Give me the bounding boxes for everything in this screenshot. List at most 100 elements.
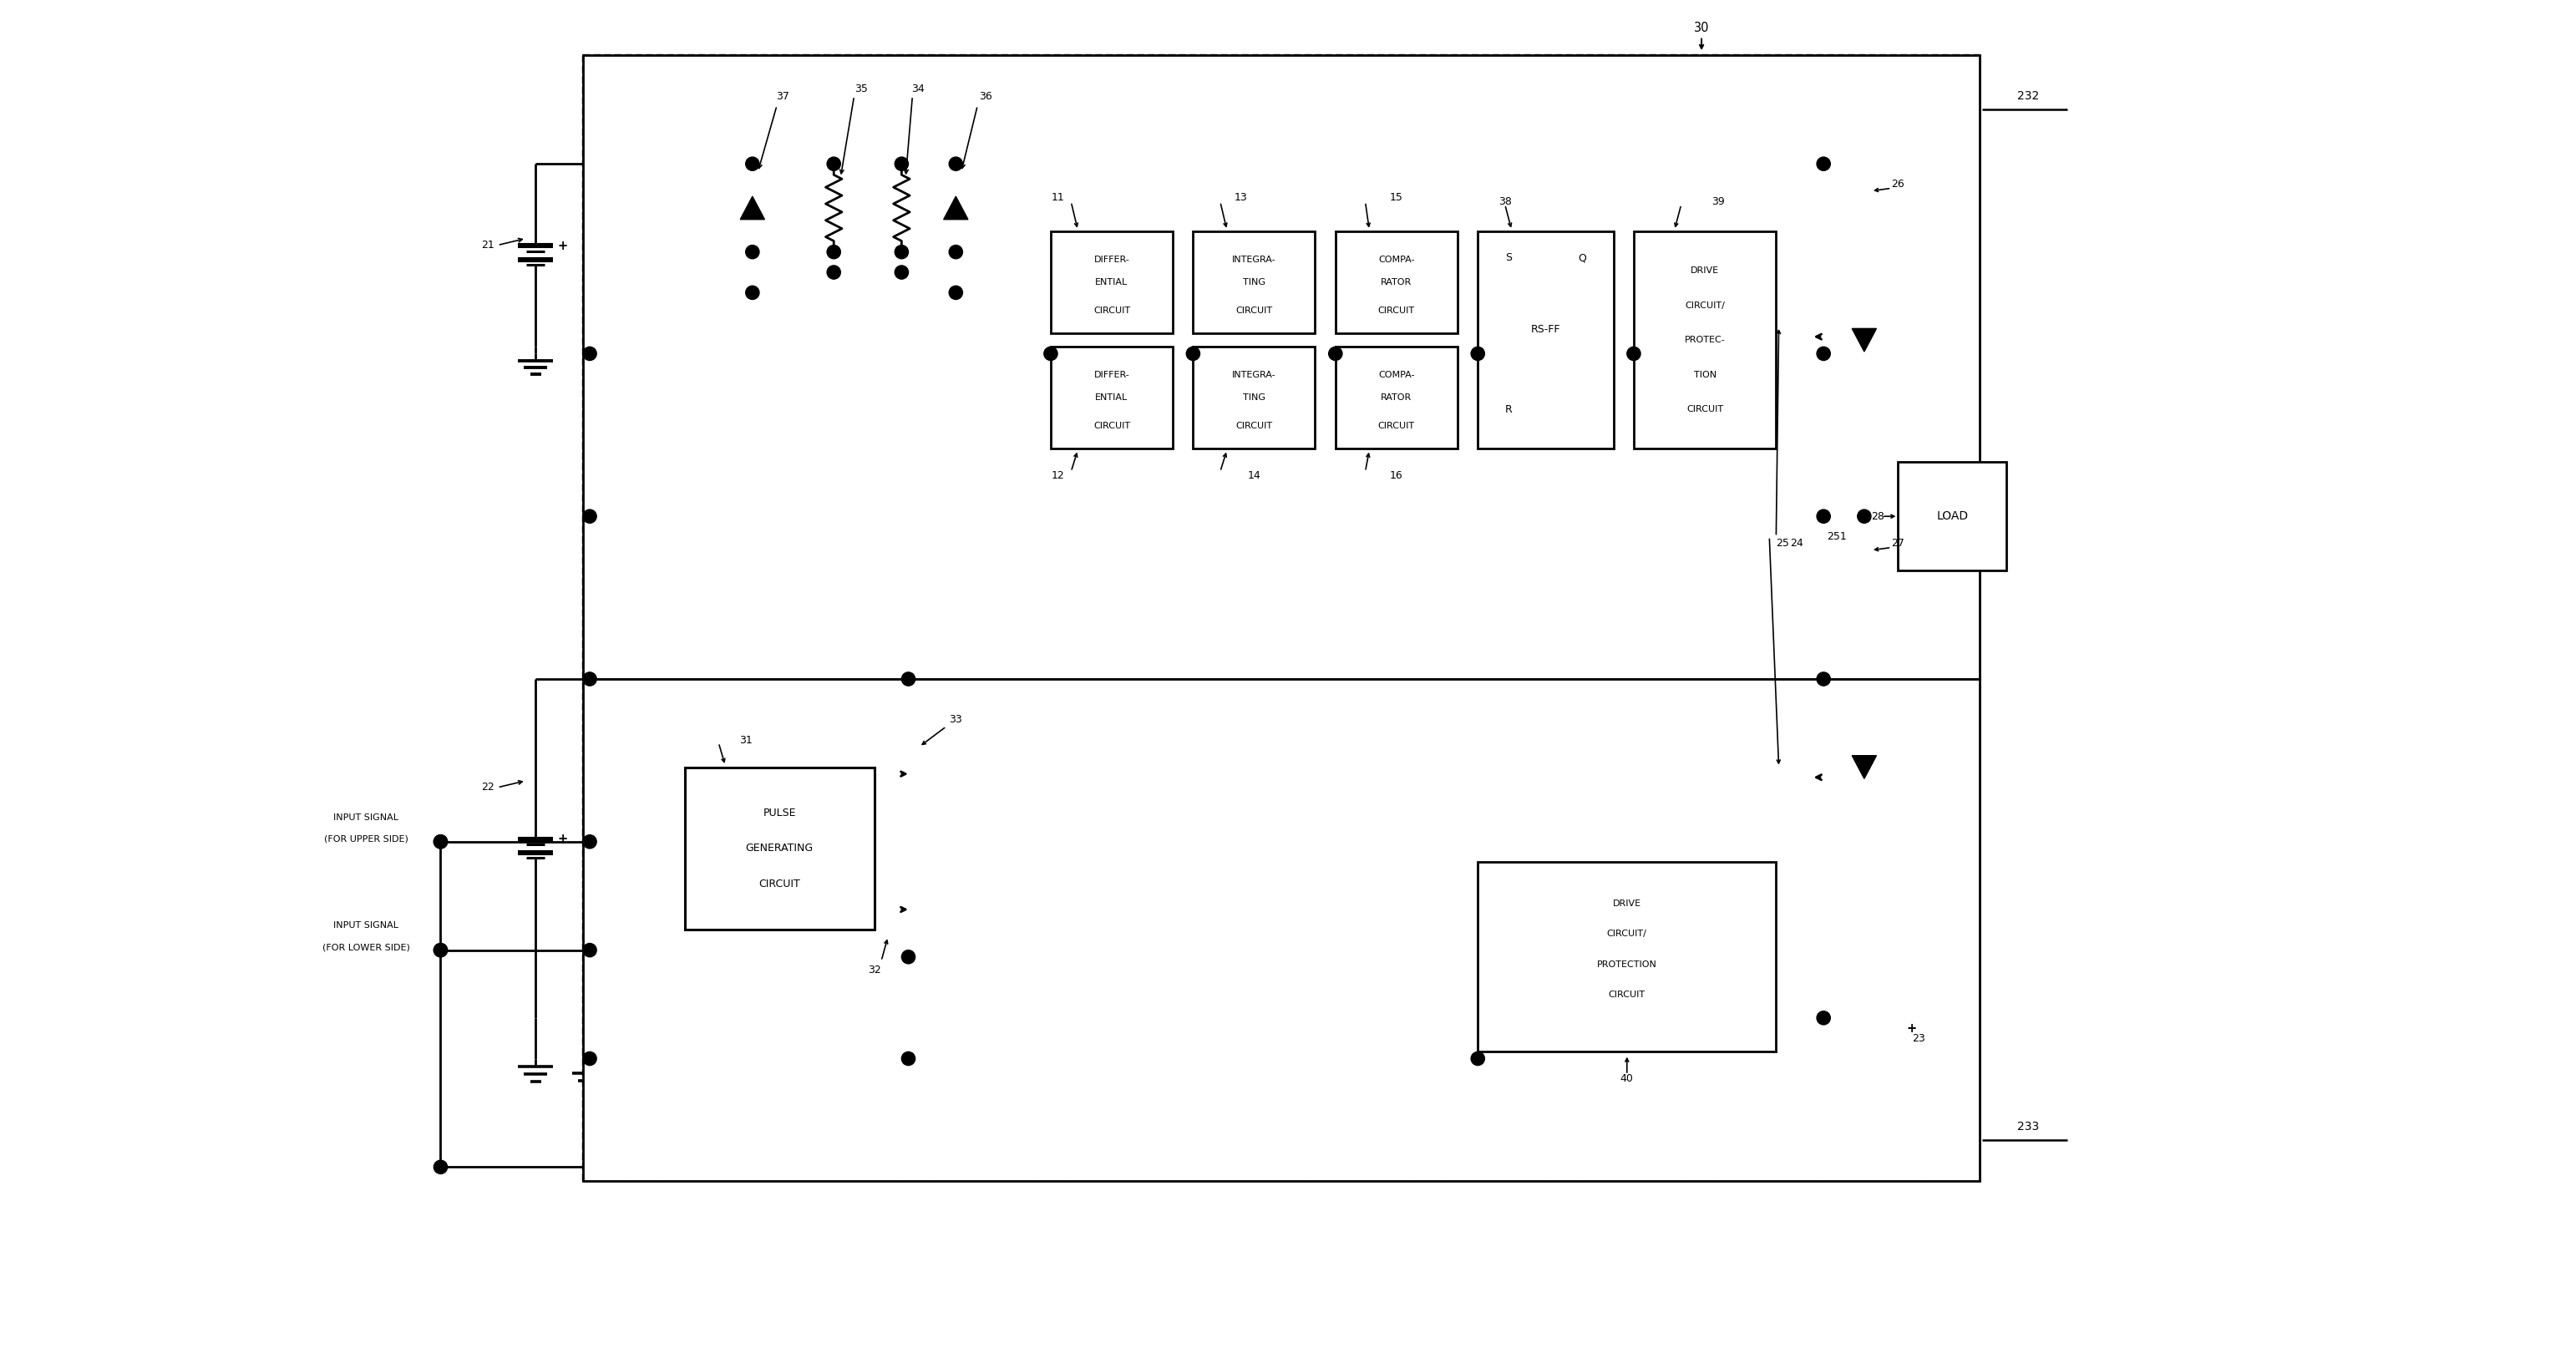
Text: COMPA-: COMPA- — [1378, 255, 1414, 265]
Text: DRIVE: DRIVE — [1613, 899, 1641, 909]
Text: TING: TING — [1242, 278, 1265, 287]
Text: 33: 33 — [948, 714, 963, 725]
Text: DRIVE: DRIVE — [1690, 266, 1718, 274]
Text: 38: 38 — [1499, 197, 1512, 208]
Text: 39: 39 — [1713, 197, 1726, 208]
Bar — [685, 767, 873, 930]
Text: Q: Q — [1579, 253, 1587, 263]
Text: 40: 40 — [1620, 1073, 1633, 1084]
Text: CIRCUIT/: CIRCUIT/ — [1607, 930, 1646, 938]
Text: S: S — [1504, 253, 1512, 263]
Circle shape — [1471, 1052, 1484, 1066]
Circle shape — [1816, 509, 1832, 523]
Circle shape — [744, 246, 760, 259]
Circle shape — [948, 158, 963, 171]
Text: CIRCUIT: CIRCUIT — [1092, 422, 1131, 430]
Text: 32: 32 — [868, 966, 881, 976]
Circle shape — [902, 1052, 914, 1066]
Circle shape — [433, 1160, 448, 1173]
Polygon shape — [1852, 755, 1875, 778]
Circle shape — [582, 1052, 598, 1066]
Text: DIFFER-: DIFFER- — [1095, 371, 1131, 379]
Text: GENERATING: GENERATING — [744, 843, 814, 854]
Text: CIRCUIT: CIRCUIT — [760, 879, 801, 889]
Bar — [1334, 346, 1458, 448]
Text: 25: 25 — [1777, 538, 1790, 549]
Circle shape — [1043, 346, 1059, 360]
Text: CIRCUIT: CIRCUIT — [1378, 307, 1414, 315]
Text: (FOR UPPER SIDE): (FOR UPPER SIDE) — [325, 835, 407, 843]
Text: 26: 26 — [1891, 179, 1904, 190]
Text: 24: 24 — [1790, 538, 1803, 549]
Text: RATOR: RATOR — [1381, 278, 1412, 287]
Text: DIFFER-: DIFFER- — [1095, 255, 1131, 265]
Text: CIRCUIT/: CIRCUIT/ — [1685, 301, 1726, 310]
Text: LOAD: LOAD — [1937, 511, 1968, 523]
Text: 233: 233 — [2017, 1120, 2040, 1133]
Bar — [1051, 346, 1172, 448]
Circle shape — [582, 835, 598, 849]
Text: TION: TION — [1692, 371, 1716, 379]
Text: R: R — [1504, 405, 1512, 416]
Text: 37: 37 — [775, 91, 788, 102]
Text: INPUT SIGNAL: INPUT SIGNAL — [332, 922, 399, 930]
Text: ENTIAL: ENTIAL — [1095, 278, 1128, 287]
Text: +: + — [556, 832, 567, 845]
Text: 11: 11 — [1051, 193, 1064, 204]
Circle shape — [744, 158, 760, 171]
Text: TING: TING — [1242, 394, 1265, 402]
Text: 232: 232 — [2017, 90, 2040, 102]
Text: 16: 16 — [1391, 470, 1404, 481]
Circle shape — [433, 944, 448, 957]
Bar — [1479, 862, 1775, 1052]
Bar — [582, 679, 1978, 1180]
Circle shape — [1628, 346, 1641, 360]
Text: 31: 31 — [739, 735, 752, 746]
Text: +: + — [556, 239, 567, 253]
Circle shape — [582, 509, 598, 523]
Circle shape — [433, 835, 448, 849]
Circle shape — [902, 672, 914, 686]
Bar — [1334, 232, 1458, 333]
Circle shape — [1857, 509, 1870, 523]
Text: INTEGRA-: INTEGRA- — [1231, 255, 1275, 265]
Bar — [1899, 462, 2007, 570]
Bar — [582, 56, 1978, 679]
Circle shape — [433, 835, 448, 849]
Text: CIRCUIT: CIRCUIT — [1607, 991, 1646, 999]
Text: INTEGRA-: INTEGRA- — [1231, 371, 1275, 379]
Circle shape — [582, 672, 598, 686]
Text: 34: 34 — [912, 84, 925, 95]
Text: 15: 15 — [1391, 193, 1404, 204]
Text: CIRCUIT: CIRCUIT — [1092, 307, 1131, 315]
Bar — [1479, 232, 1613, 448]
Text: 23: 23 — [1911, 1033, 1924, 1044]
Text: (FOR LOWER SIDE): (FOR LOWER SIDE) — [322, 944, 410, 952]
Bar — [1193, 232, 1316, 333]
Text: 30: 30 — [1695, 22, 1710, 34]
Circle shape — [1816, 158, 1832, 171]
Circle shape — [744, 285, 760, 299]
Circle shape — [1816, 1012, 1832, 1025]
Text: PULSE: PULSE — [762, 807, 796, 818]
Text: 35: 35 — [855, 84, 868, 95]
Text: CIRCUIT: CIRCUIT — [1378, 422, 1414, 430]
Text: +: + — [1906, 1023, 1917, 1035]
Text: 13: 13 — [1234, 193, 1247, 204]
Bar — [1633, 232, 1775, 448]
Bar — [1193, 346, 1316, 448]
Text: 27: 27 — [1891, 538, 1904, 549]
Circle shape — [1329, 346, 1342, 360]
Text: 36: 36 — [979, 91, 992, 102]
Text: COMPA-: COMPA- — [1378, 371, 1414, 379]
Bar — [1051, 232, 1172, 333]
Circle shape — [948, 246, 963, 259]
Text: PROTEC-: PROTEC- — [1685, 335, 1726, 345]
Text: 251: 251 — [1826, 531, 1847, 542]
Circle shape — [582, 346, 598, 360]
Text: RATOR: RATOR — [1381, 394, 1412, 402]
Text: 22: 22 — [482, 782, 495, 793]
Text: INPUT SIGNAL: INPUT SIGNAL — [332, 813, 399, 822]
Circle shape — [1816, 346, 1832, 360]
Circle shape — [902, 951, 914, 964]
